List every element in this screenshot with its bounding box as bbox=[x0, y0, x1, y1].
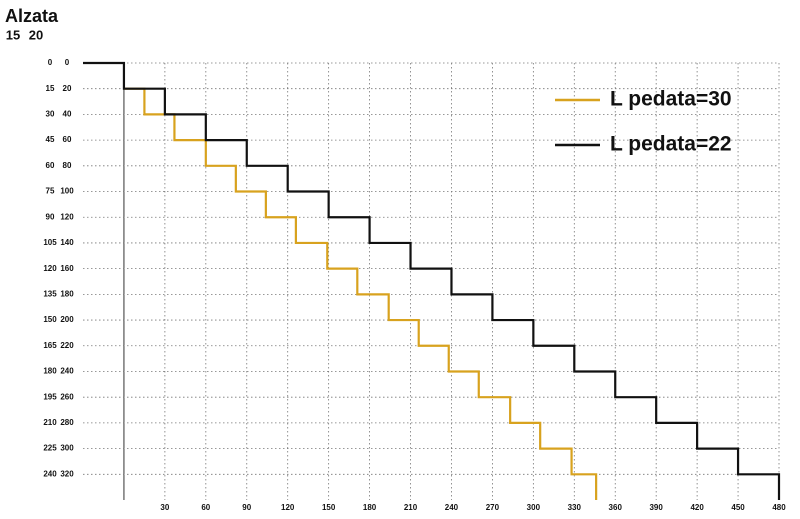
y-tick-label: 30 bbox=[46, 110, 55, 119]
y-tick-label: 210 bbox=[43, 418, 57, 427]
x-tick-label: 360 bbox=[609, 503, 623, 512]
series-line bbox=[123, 87, 598, 500]
y-tick-label: 0 bbox=[48, 58, 53, 67]
y-tick-label: 45 bbox=[46, 135, 55, 144]
y2-tick-label: 300 bbox=[60, 444, 74, 453]
y-tick-label: 165 bbox=[43, 341, 57, 350]
y2-tick-label: 140 bbox=[60, 238, 74, 247]
y2-tick-label: 220 bbox=[60, 341, 74, 350]
y2-tick-label: 120 bbox=[60, 212, 74, 221]
y2-tick-label: 160 bbox=[60, 264, 74, 273]
y2-tick-label: 100 bbox=[60, 187, 74, 196]
y-tick-label: 135 bbox=[43, 289, 57, 298]
y-tick-label: 105 bbox=[43, 238, 57, 247]
x-tick-label: 120 bbox=[281, 503, 295, 512]
x-tick-label: 330 bbox=[568, 503, 582, 512]
series-line bbox=[83, 61, 781, 500]
y-tick-label: 180 bbox=[43, 367, 57, 376]
y2-tick-label: 260 bbox=[60, 392, 74, 401]
x-tick-label: 390 bbox=[649, 503, 663, 512]
y-tick-label: 15 bbox=[46, 84, 55, 93]
x-tick-label: 150 bbox=[322, 503, 336, 512]
y-tick-label: 120 bbox=[43, 264, 57, 273]
legend-label: L pedata=30 bbox=[610, 88, 732, 111]
y-tick-label: 75 bbox=[46, 187, 55, 196]
x-tick-label: 480 bbox=[772, 503, 786, 512]
y-tick-label: 150 bbox=[43, 315, 57, 324]
y-tick-label: 90 bbox=[46, 212, 55, 221]
y-tick-label: 195 bbox=[43, 392, 57, 401]
y2-tick-label: 240 bbox=[60, 367, 74, 376]
x-tick-label: 60 bbox=[201, 503, 210, 512]
y-axis-title: Alzata bbox=[5, 6, 59, 26]
y-tick-label: 240 bbox=[43, 469, 57, 478]
x-tick-label: 180 bbox=[363, 503, 377, 512]
y2-tick-label: 60 bbox=[63, 135, 72, 144]
x-tick-label: 90 bbox=[242, 503, 251, 512]
y2-tick-label: 200 bbox=[60, 315, 74, 324]
legend-label: L pedata=22 bbox=[610, 133, 732, 156]
y2-tick-label: 0 bbox=[65, 58, 70, 67]
y2-tick-label: 20 bbox=[63, 84, 72, 93]
y2-tick-header: 20 bbox=[29, 27, 43, 42]
x-tick-label: 210 bbox=[404, 503, 418, 512]
x-tick-label: 270 bbox=[486, 503, 500, 512]
x-tick-label: 240 bbox=[445, 503, 459, 512]
x-tick-label: 420 bbox=[690, 503, 704, 512]
x-tick-label: 300 bbox=[527, 503, 541, 512]
y2-tick-label: 280 bbox=[60, 418, 74, 427]
y2-tick-label: 40 bbox=[63, 110, 72, 119]
x-tick-label: 450 bbox=[731, 503, 745, 512]
x-tick-label: 30 bbox=[160, 503, 169, 512]
y2-tick-label: 320 bbox=[60, 469, 74, 478]
y-tick-header: 15 bbox=[6, 27, 20, 42]
y2-tick-label: 180 bbox=[60, 289, 74, 298]
y-tick-label: 60 bbox=[46, 161, 55, 170]
y-tick-label: 225 bbox=[43, 444, 57, 453]
y2-tick-label: 80 bbox=[63, 161, 72, 170]
